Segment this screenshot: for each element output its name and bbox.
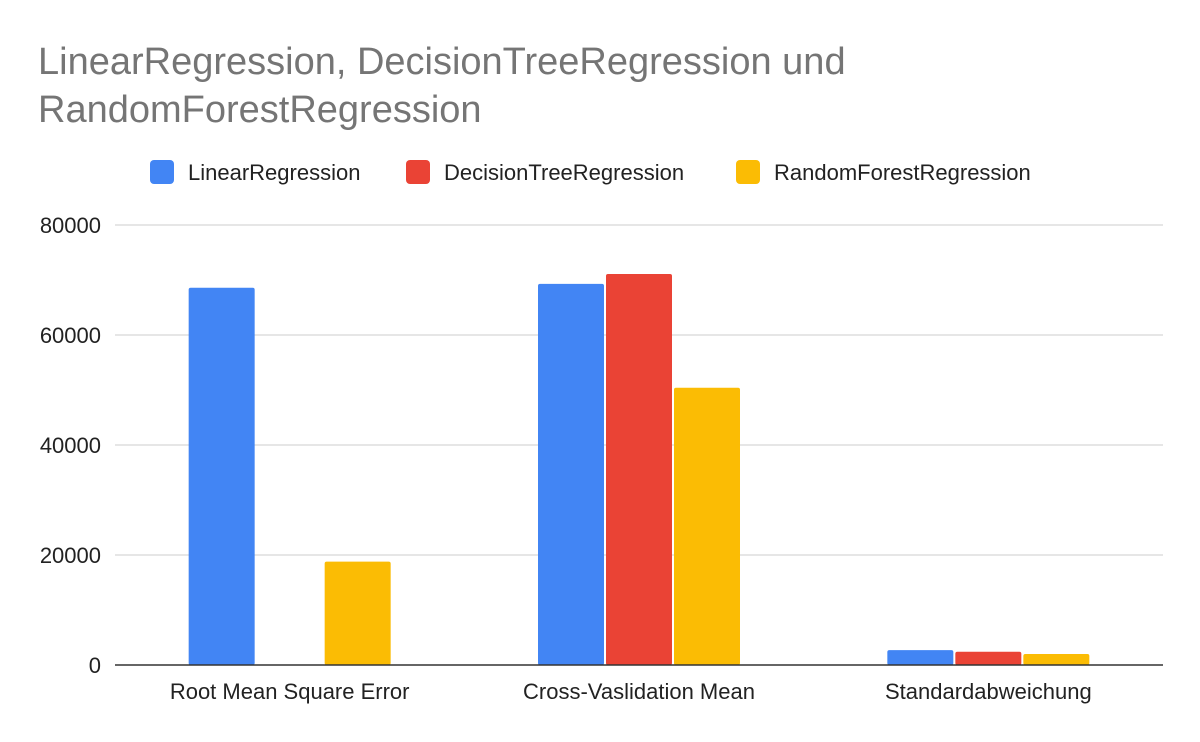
y-tick-label: 0 bbox=[89, 653, 101, 678]
bar bbox=[538, 283, 604, 665]
bar bbox=[955, 651, 1022, 665]
x-tick-label: Cross-Vaslidation Mean bbox=[523, 679, 755, 704]
legend-item: DecisionTreeRegression bbox=[406, 160, 684, 185]
bar bbox=[324, 561, 391, 665]
bars bbox=[188, 273, 1090, 665]
bar bbox=[606, 273, 672, 665]
legend-swatch bbox=[150, 160, 174, 184]
x-tick-label: Standardabweichung bbox=[885, 679, 1092, 704]
chart-title: LinearRegression, DecisionTreeRegression… bbox=[38, 41, 846, 131]
y-tick-label: 20000 bbox=[40, 543, 101, 568]
legend-label: DecisionTreeRegression bbox=[444, 160, 684, 185]
y-tick-label: 60000 bbox=[40, 323, 101, 348]
bar bbox=[188, 287, 255, 665]
legend-item: LinearRegression bbox=[150, 160, 360, 185]
legend-swatch bbox=[736, 160, 760, 184]
bar bbox=[887, 650, 954, 665]
bar bbox=[674, 387, 740, 665]
y-axis-ticks: 0 20000 40000 60000 80000 bbox=[40, 213, 101, 678]
legend-label: LinearRegression bbox=[188, 160, 360, 185]
x-axis-labels: Root Mean Square Error Cross-Vaslidation … bbox=[170, 679, 1092, 704]
legend-swatch bbox=[406, 160, 430, 184]
y-tick-label: 80000 bbox=[40, 213, 101, 238]
legend-label: RandomForestRegression bbox=[774, 160, 1031, 185]
legend-item: RandomForestRegression bbox=[736, 160, 1031, 185]
bar bbox=[1023, 654, 1090, 665]
y-tick-label: 40000 bbox=[40, 433, 101, 458]
legend: LinearRegression DecisionTreeRegression Ra… bbox=[150, 160, 1031, 185]
x-tick-label: Root Mean Square Error bbox=[170, 679, 410, 704]
